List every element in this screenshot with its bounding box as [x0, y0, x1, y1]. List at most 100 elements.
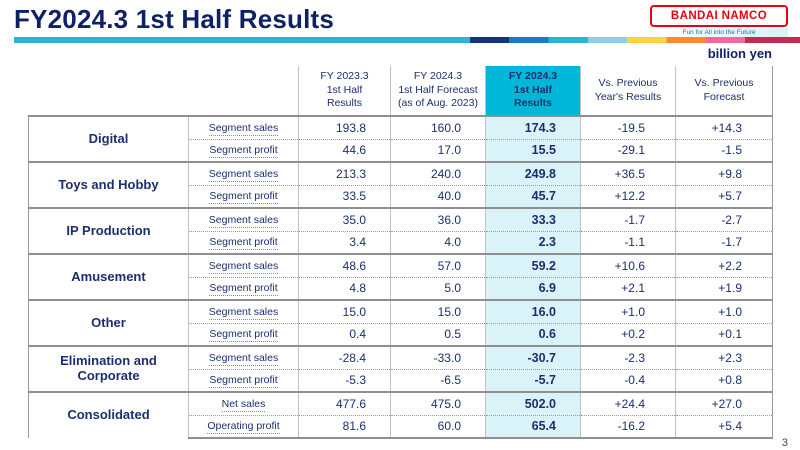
- row-label-cell: Segment profit: [188, 322, 299, 346]
- value-cell: +27.0: [675, 391, 773, 415]
- value-cell: 213.3: [298, 161, 391, 185]
- value-cell: +0.8: [675, 368, 773, 392]
- segment-name-other: Other: [28, 299, 189, 346]
- value-cell: +2.2: [675, 253, 773, 277]
- segment-name-elimination-and-corporate: Elimination and Corporate: [28, 345, 189, 392]
- value-cell: 81.6: [298, 414, 391, 439]
- page-title: FY2024.3 1st Half Results: [14, 4, 335, 34]
- title-underline-strip: [14, 37, 800, 43]
- value-cell: 57.0: [390, 253, 486, 277]
- value-cell-highlight: 6.9: [485, 276, 581, 300]
- value-cell: -1.7: [580, 207, 676, 231]
- table-row: Segment profit 3.4 4.0 2.3 -1.1 -1.7: [29, 230, 773, 254]
- value-cell: 4.0: [390, 230, 486, 254]
- value-cell-highlight: 65.4: [485, 414, 581, 439]
- brand-logo-text: BANDAI NAMCO: [670, 10, 768, 22]
- row-label: Segment profit: [209, 374, 278, 389]
- value-cell: -1.7: [675, 230, 773, 254]
- value-cell: 240.0: [390, 161, 486, 185]
- value-cell: -1.5: [675, 138, 773, 162]
- value-cell-highlight: 249.8: [485, 161, 581, 185]
- value-cell: +0.1: [675, 322, 773, 346]
- value-cell: 0.4: [298, 322, 391, 346]
- value-cell: 40.0: [390, 184, 486, 208]
- row-label-cell: Segment sales: [188, 161, 299, 185]
- table-row: Other Segment sales 15.0 15.0 16.0 +1.0 …: [28, 299, 773, 346]
- page-number: 3: [781, 437, 788, 449]
- table-row: Segment profit 0.4 0.5 0.6 +0.2 +0.1: [29, 322, 773, 346]
- results-table: FY 2023.3 1st Half Results FY 2024.3 1st…: [28, 66, 773, 439]
- value-cell: +2.1: [580, 276, 676, 300]
- table-row: Amusement Segment sales 48.6 57.0 59.2 +…: [28, 253, 773, 300]
- value-cell: -2.7: [675, 207, 773, 231]
- table-row: Elimination and Corporate Segment sales …: [28, 345, 773, 392]
- value-cell: 36.0: [390, 207, 486, 231]
- value-cell-highlight: 45.7: [485, 184, 581, 208]
- table-row: Segment profit -5.3 -6.5 -5.7 -0.4 +0.8: [29, 368, 773, 392]
- table-row: Consolidated Net sales 477.6 475.0 502.0…: [28, 391, 773, 438]
- value-cell-highlight: -5.7: [485, 368, 581, 392]
- segment-name-consolidated: Consolidated: [28, 391, 189, 438]
- brand-tagline: Fun for All into the Future: [650, 28, 788, 37]
- value-cell: +12.2: [580, 184, 676, 208]
- value-cell: 17.0: [390, 138, 486, 162]
- segment-name-toys-and-hobby: Toys and Hobby: [28, 161, 189, 208]
- value-cell: -19.5: [580, 115, 676, 139]
- unit-label: billion yen: [707, 46, 772, 61]
- row-label: Segment profit: [209, 282, 278, 297]
- row-label: Segment profit: [209, 190, 278, 205]
- col-header-fy2024-1h-forecast: FY 2024.3 1st Half Forecast (as of Aug. …: [390, 66, 486, 117]
- segment-name-ip-production: IP Production: [28, 207, 189, 254]
- brand-logo: BANDAI NAMCO Fun for All into the Future: [650, 5, 788, 37]
- row-label-cell: Segment profit: [188, 276, 299, 300]
- table-row: Segment profit 44.6 17.0 15.5 -29.1 -1.5: [29, 138, 773, 162]
- table-row: Toys and Hobby Segment sales 213.3 240.0…: [28, 161, 773, 208]
- col-header-vs-previous-forecast: Vs. Previous Forecast: [675, 66, 773, 117]
- value-cell: -29.1: [580, 138, 676, 162]
- value-cell: -28.4: [298, 345, 391, 369]
- value-cell: +24.4: [580, 391, 676, 415]
- value-cell-highlight: 2.3: [485, 230, 581, 254]
- value-cell: 3.4: [298, 230, 391, 254]
- value-cell: 5.0: [390, 276, 486, 300]
- table-row: Operating profit 81.6 60.0 65.4 -16.2 +5…: [29, 414, 773, 439]
- row-label: Segment sales: [208, 259, 279, 274]
- row-label: Segment profit: [209, 236, 278, 251]
- value-cell-highlight: 15.5: [485, 138, 581, 162]
- table-row: Segment profit 4.8 5.0 6.9 +2.1 +1.9: [29, 276, 773, 300]
- table-row: Digital Segment sales 193.8 160.0 174.3 …: [28, 115, 773, 162]
- col-header-vs-previous-year: Vs. Previous Year's Results: [580, 66, 676, 117]
- value-cell: 60.0: [390, 414, 486, 439]
- value-cell: -1.1: [580, 230, 676, 254]
- value-cell: +14.3: [675, 115, 773, 139]
- value-cell: 4.8: [298, 276, 391, 300]
- value-cell-highlight: 502.0: [485, 391, 581, 415]
- header-spacer: [28, 66, 299, 117]
- segment-name-amusement: Amusement: [28, 253, 189, 300]
- row-label: Operating profit: [207, 420, 280, 435]
- value-cell: +1.0: [580, 299, 676, 323]
- value-cell-highlight: 16.0: [485, 299, 581, 323]
- value-cell: -5.3: [298, 368, 391, 392]
- row-label: Segment profit: [209, 144, 278, 159]
- value-cell: -33.0: [390, 345, 486, 369]
- segment-name-digital: Digital: [28, 115, 189, 162]
- row-label-cell: Operating profit: [188, 414, 299, 439]
- row-label-cell: Segment profit: [188, 230, 299, 254]
- value-cell: 44.6: [298, 138, 391, 162]
- col-header-fy2024-1h-results: FY 2024.3 1st Half Results: [485, 66, 581, 117]
- value-cell: -16.2: [580, 414, 676, 439]
- value-cell: 35.0: [298, 207, 391, 231]
- value-cell: 477.6: [298, 391, 391, 415]
- value-cell: -6.5: [390, 368, 486, 392]
- value-cell: 0.5: [390, 322, 486, 346]
- value-cell: 48.6: [298, 253, 391, 277]
- value-cell: -0.4: [580, 368, 676, 392]
- value-cell: +0.2: [580, 322, 676, 346]
- value-cell: +1.9: [675, 276, 773, 300]
- value-cell: 15.0: [390, 299, 486, 323]
- table-row: IP Production Segment sales 35.0 36.0 33…: [28, 207, 773, 254]
- row-label-cell: Segment profit: [188, 368, 299, 392]
- row-label-cell: Segment profit: [188, 138, 299, 162]
